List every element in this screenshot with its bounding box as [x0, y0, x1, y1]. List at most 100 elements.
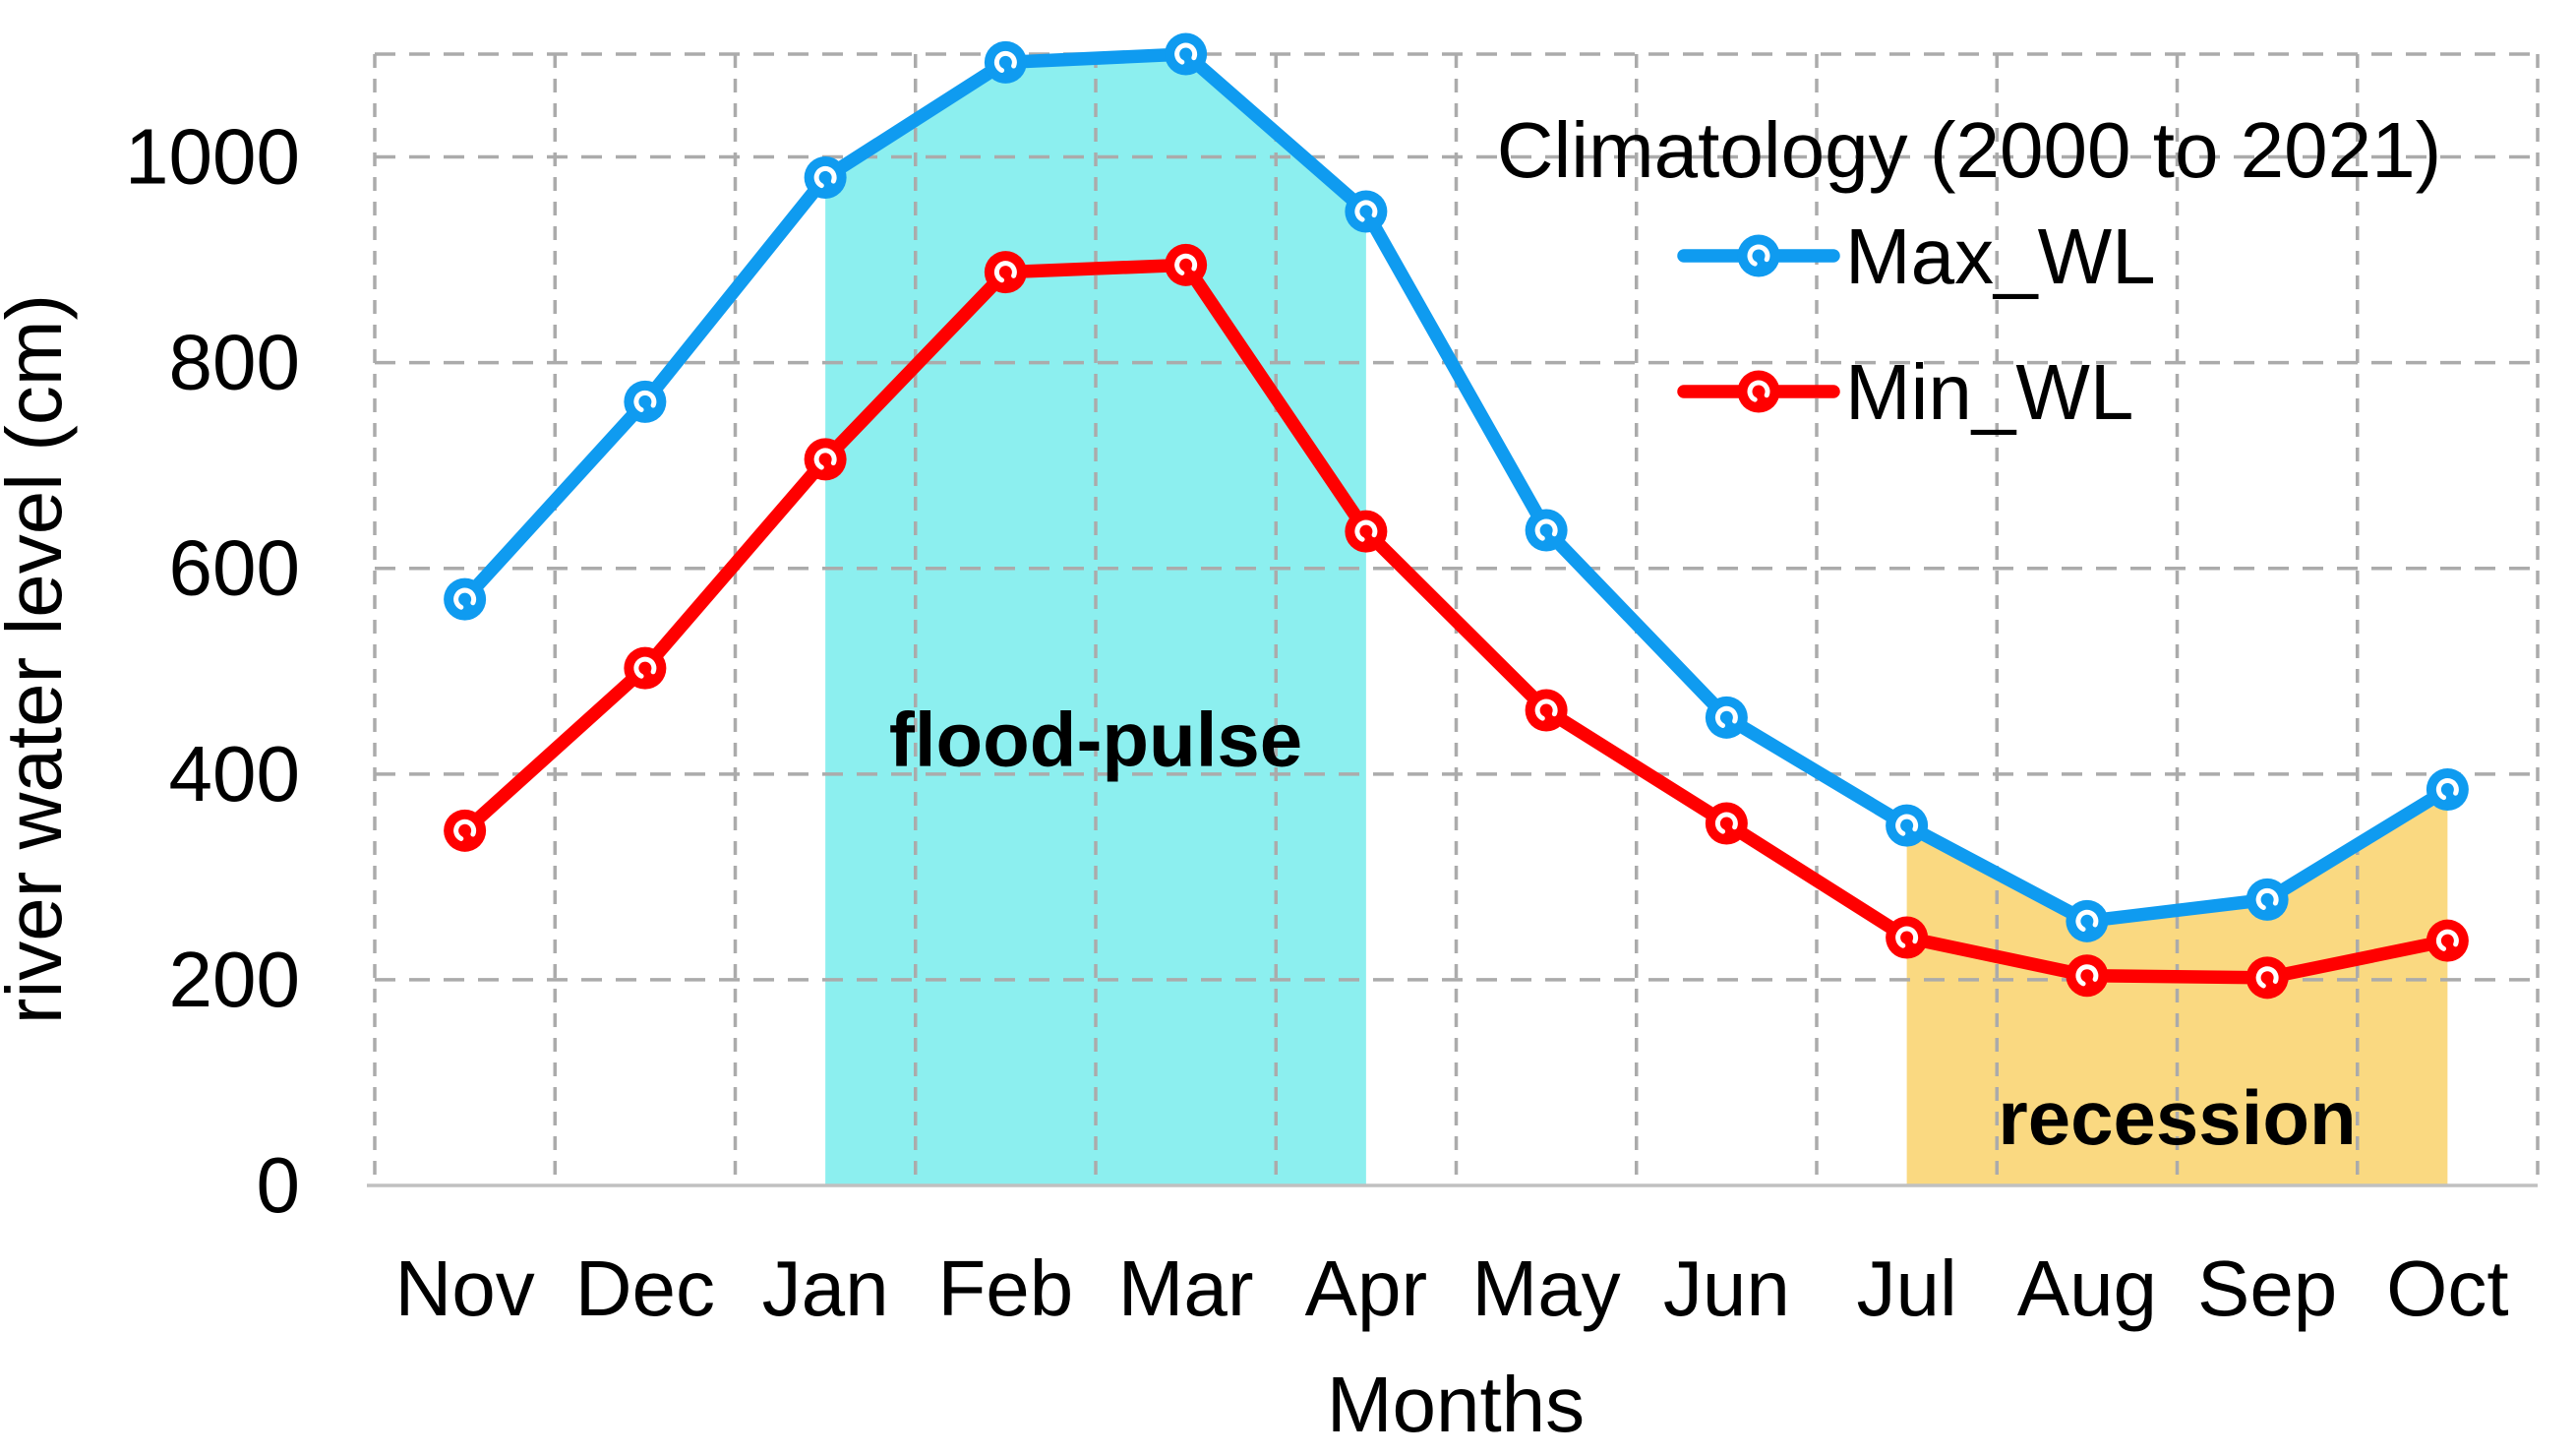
- marker-dot: [804, 155, 847, 199]
- max-wl-point-mar: [1165, 32, 1208, 76]
- marker-dot: [1705, 802, 1748, 845]
- marker-dot: [444, 577, 487, 621]
- marker-ring: [813, 448, 837, 471]
- max-wl-point-aug: [2066, 899, 2109, 942]
- max-wl-line: [457, 47, 2455, 929]
- marker-ring: [1895, 814, 1919, 837]
- x-tick-label-dec: Dec: [575, 1244, 715, 1332]
- min-wl-point-nov: [444, 809, 487, 852]
- legend-marker-max-wl: [1737, 234, 1780, 277]
- marker-dot: [2066, 899, 2109, 942]
- marker-dot: [984, 251, 1027, 294]
- y-tick-label: 600: [169, 524, 300, 612]
- min-wl-point-aug: [2066, 954, 2109, 998]
- marker-dot: [2426, 919, 2469, 962]
- marker-ring: [2435, 929, 2459, 952]
- min-wl-point-mar: [1165, 243, 1208, 286]
- marker-dot: [2066, 954, 2109, 998]
- max-wl-point-nov: [444, 577, 487, 621]
- min-wl-point-apr: [1345, 510, 1388, 553]
- max-wl-point-feb: [984, 40, 1027, 84]
- recession-label: recession: [1998, 1074, 2356, 1161]
- marker-ring: [2435, 778, 2459, 801]
- legend-label-min-wl: Min_WL: [1845, 348, 2133, 436]
- marker-ring: [993, 261, 1017, 284]
- marker-dot: [1705, 696, 1748, 739]
- legend: Climatology (2000 to 2021) Max_WL Min_WL: [1497, 106, 2442, 436]
- marker-ring: [1534, 518, 1558, 542]
- marker-dot: [2246, 878, 2289, 921]
- marker-dot: [804, 438, 847, 481]
- marker-dot: [444, 809, 487, 852]
- marker-ring: [1747, 380, 1770, 403]
- y-tick-label: 200: [169, 936, 300, 1023]
- min-wl-point-oct: [2426, 919, 2469, 962]
- marker-ring: [2255, 966, 2279, 990]
- marker-dot: [624, 646, 667, 690]
- marker-ring: [453, 587, 477, 611]
- x-tick-label-mar: Mar: [1118, 1244, 1254, 1332]
- marker-ring: [1354, 519, 1378, 543]
- x-tick-label-jan: Jan: [762, 1244, 889, 1332]
- x-axis-tick-labels: Nov Dec Jan Feb Mar Apr May Jun Jul Aug Sep Oct: [394, 1244, 2508, 1332]
- marker-dot: [1886, 916, 1929, 959]
- max-wl-point-sep: [2246, 878, 2289, 921]
- max-wl-point-jul: [1886, 804, 1929, 847]
- marker-ring: [1714, 812, 1738, 835]
- legend-marker-min-wl: [1737, 370, 1780, 413]
- marker-dot: [2426, 768, 2469, 811]
- marker-ring: [1714, 705, 1738, 729]
- legend-entry-min-wl: Min_WL: [1677, 348, 2133, 436]
- min-wl-point-feb: [984, 251, 1027, 294]
- x-tick-label-nov: Nov: [394, 1244, 534, 1332]
- marker-dot: [984, 40, 1027, 84]
- min-wl-point-dec: [624, 646, 667, 690]
- marker-ring: [813, 165, 837, 189]
- legend-entry-max-wl: Max_WL: [1677, 212, 2156, 300]
- x-tick-label-feb: Feb: [937, 1244, 1073, 1332]
- marker-ring: [1895, 926, 1919, 949]
- max-wl-point-jun: [1705, 696, 1748, 739]
- x-axis-title: Months: [1327, 1361, 1585, 1448]
- max-wl-point-jan: [804, 155, 847, 199]
- marker-dot: [1737, 370, 1780, 413]
- marker-dot: [1525, 509, 1568, 552]
- marker-dot: [1165, 243, 1208, 286]
- marker-ring: [453, 819, 477, 842]
- max-wl-point-may: [1525, 509, 1568, 552]
- min-wl-markers: [444, 243, 2469, 1000]
- y-tick-label: 400: [169, 730, 300, 818]
- y-axis-tick-labels: 0 200 400 600 800 1000: [125, 113, 300, 1229]
- min-wl-point-jul: [1886, 916, 1929, 959]
- x-tick-label-aug: Aug: [2017, 1244, 2157, 1332]
- marker-ring: [1534, 698, 1558, 722]
- x-tick-label-may: May: [1472, 1244, 1621, 1332]
- marker-dot: [1345, 510, 1388, 553]
- marker-dot: [2246, 956, 2289, 1000]
- y-tick-label: 800: [169, 319, 300, 406]
- y-tick-label: 1000: [125, 113, 300, 201]
- x-tick-label-apr: Apr: [1305, 1244, 1428, 1332]
- marker-ring: [1354, 200, 1378, 223]
- legend-label-max-wl: Max_WL: [1845, 212, 2156, 300]
- marker-dot: [1886, 804, 1929, 847]
- marker-dot: [1737, 234, 1780, 277]
- min-wl-point-jan: [804, 438, 847, 481]
- max-wl-point-dec: [624, 380, 667, 423]
- series-lines: [444, 32, 2469, 1000]
- marker-dot: [624, 380, 667, 423]
- marker-ring: [633, 390, 657, 413]
- marker-dot: [1165, 32, 1208, 76]
- min-wl-point-jun: [1705, 802, 1748, 845]
- marker-ring: [2075, 964, 2099, 988]
- flood-pulse-label: flood-pulse: [889, 696, 1302, 782]
- marker-ring: [2075, 909, 2099, 933]
- region-labels: flood-pulse recession: [889, 696, 2357, 1161]
- min-wl-line: [457, 258, 2455, 985]
- marker-ring: [1174, 253, 1198, 276]
- min-wl-point-may: [1525, 689, 1568, 732]
- y-tick-label: 0: [257, 1141, 301, 1229]
- max-wl-point-apr: [1345, 190, 1388, 233]
